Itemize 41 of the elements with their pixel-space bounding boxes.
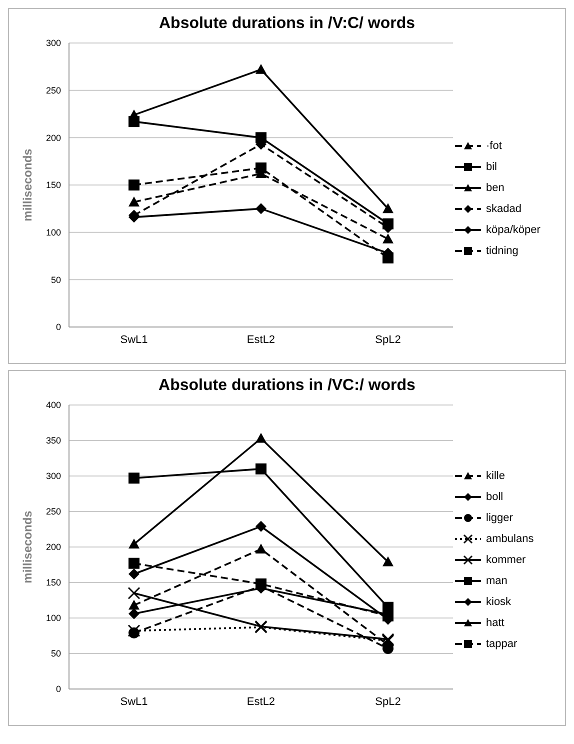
legend-label: ben [486,182,504,194]
legend-label: ambulans [486,533,534,545]
x-tick-label: EstL2 [246,696,276,708]
legend-label: ligger [486,512,513,524]
x-tick-label: SpL2 [375,334,401,346]
y-tick-label: 50 [50,648,61,659]
legend-label: skadad [486,202,522,214]
y-tick-label: 300 [46,38,61,48]
y-axis-title: milliseconds [20,510,34,584]
x-tick-label: EstL2 [246,334,276,346]
y-tick-label: 300 [46,471,61,482]
y-tick-label: 250 [46,86,61,96]
y-tick-label: 0 [56,684,61,694]
y-tick-label: 250 [46,506,61,517]
legend-label: hatt [486,617,504,629]
x-tick-label: SwL1 [120,696,148,708]
legend-label: tidning [486,244,518,256]
legend-label: bil [486,160,498,172]
y-tick-label: 150 [46,180,61,190]
legend-label: köpa/köper [486,224,540,236]
y-tick-label: 400 [46,400,61,410]
y-tick-label: 200 [46,542,61,552]
legend-label: tappar [486,638,518,650]
chart-title: Absolute durations in /V:C/ words [158,14,416,33]
y-tick-label: 350 [46,436,61,446]
legend-label: kiosk [486,596,512,608]
y-tick-label: 200 [46,132,61,143]
y-tick-label: 50 [50,274,61,285]
legend-label: boll [486,491,504,503]
y-tick-label: 100 [46,228,61,238]
legend-label: man [486,575,508,587]
x-tick-label: SpL2 [375,696,401,708]
legend-label: kommer [486,554,526,566]
chart-title: Absolute durations in /VC:/ words [158,376,416,395]
legend-label: ·fot [486,140,502,152]
y-axis-title: milliseconds [20,148,34,222]
y-tick-label: 100 [46,613,61,624]
x-tick-label: SwL1 [120,334,148,346]
legend-label: kille [486,470,505,482]
y-tick-label: 150 [46,578,61,588]
y-tick-label: 0 [56,322,61,332]
